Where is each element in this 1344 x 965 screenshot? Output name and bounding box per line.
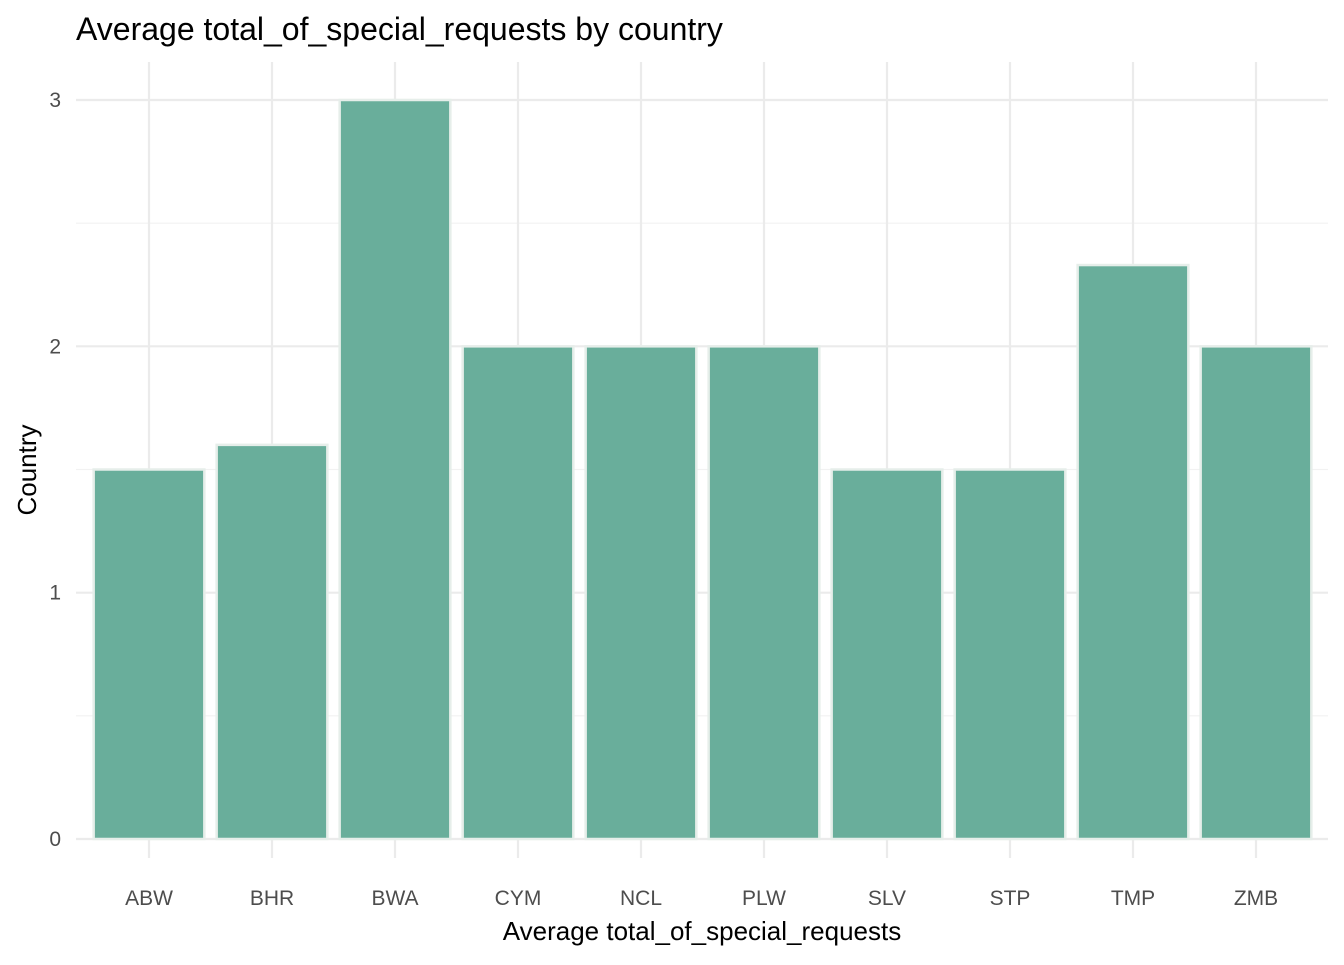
x-tick-label: BWA bbox=[371, 887, 418, 910]
y-axis-ticks: 0 1 2 3 bbox=[49, 89, 61, 851]
chart-title: Average total_of_special_requests by cou… bbox=[76, 11, 723, 47]
x-axis-ticks: ABW BHR BWA CYM NCL PLW SLV STP TMP ZMB bbox=[125, 887, 1278, 910]
bar-cym bbox=[461, 345, 575, 841]
y-tick-label: 1 bbox=[49, 582, 61, 605]
x-tick-label: NCL bbox=[620, 887, 662, 910]
x-tick-label: ZMB bbox=[1234, 887, 1278, 910]
bar-tmp bbox=[1076, 263, 1190, 841]
x-tick-label: TMP bbox=[1111, 887, 1155, 910]
x-tick-label: STP bbox=[990, 887, 1031, 910]
bar-zmb bbox=[1199, 345, 1313, 841]
x-tick-label: BHR bbox=[250, 887, 294, 910]
bar-bhr bbox=[215, 443, 329, 841]
x-tick-label: PLW bbox=[742, 887, 786, 910]
x-tick-label: ABW bbox=[125, 887, 173, 910]
bar-abw bbox=[92, 468, 206, 841]
bar-ncl bbox=[584, 345, 698, 841]
bar-plw bbox=[707, 345, 821, 841]
y-tick-label: 3 bbox=[49, 89, 61, 112]
y-tick-label: 0 bbox=[49, 828, 61, 851]
bar-slv bbox=[830, 468, 944, 841]
x-tick-label: SLV bbox=[868, 887, 906, 910]
bar-stp bbox=[953, 468, 1067, 841]
y-tick-label: 2 bbox=[49, 335, 61, 358]
y-axis-title: Country bbox=[12, 424, 42, 515]
bars bbox=[92, 98, 1313, 841]
bar-bwa bbox=[338, 98, 452, 841]
x-axis-title: Average total_of_special_requests bbox=[503, 916, 901, 946]
x-tick-label: CYM bbox=[495, 887, 542, 910]
